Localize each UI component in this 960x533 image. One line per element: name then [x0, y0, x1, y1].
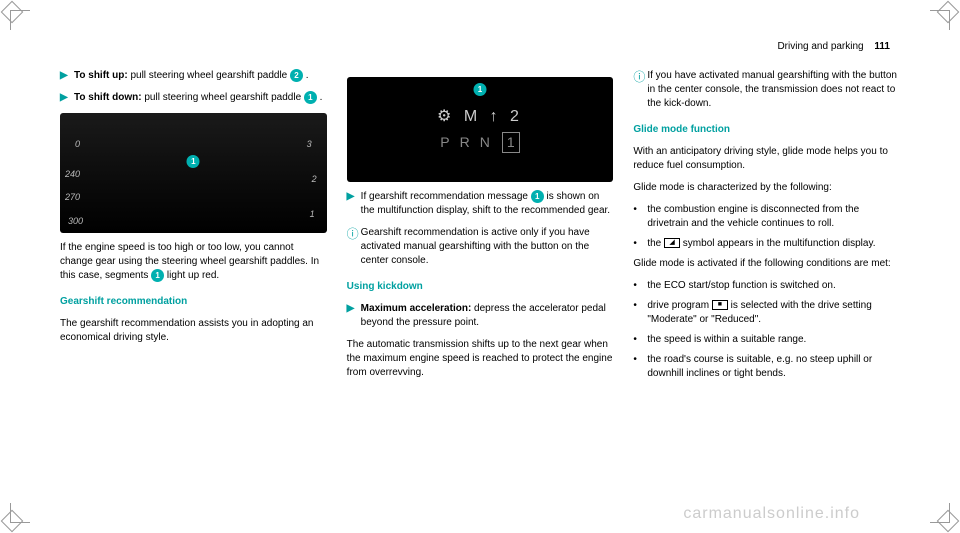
instruction: ▶ Maximum acceleration: depress the acce…	[347, 302, 614, 330]
heading-glide-mode: Glide mode function	[633, 123, 900, 137]
column-1: ▶ To shift up: pull steering wheel gears…	[60, 69, 327, 388]
instruction-text: If gearshift recommendation message 1 is…	[361, 190, 614, 218]
figure-badge: 1	[474, 83, 487, 96]
bullet: • the ECO start/stop function is switche…	[633, 279, 900, 293]
heading-gearshift-recommendation: Gearshift recommendation	[60, 295, 327, 309]
watermark: carmanualsonline.info	[683, 503, 860, 525]
column-2: 1 ⚙ M ↑ 2 PRN1 ▶ If gearshift recommenda…	[347, 69, 614, 388]
bullet-icon: •	[633, 237, 647, 251]
corner-marker	[10, 10, 30, 30]
label: To shift down:	[74, 92, 142, 103]
paragraph: The gearshift recommendation assists you…	[60, 317, 327, 345]
instruction: ▶ If gearshift recommendation message 1 …	[347, 190, 614, 218]
paragraph: With an anticipatory driving style, glid…	[633, 145, 900, 173]
info-note: ⓘ If you have activated manual gearshift…	[633, 69, 900, 111]
bullet: • the combustion engine is disconnected …	[633, 203, 900, 231]
instruction-shift-up: ▶ To shift up: pull steering wheel gears…	[60, 69, 327, 83]
triangle-icon: ▶	[60, 69, 74, 83]
gear-indicator: ⚙ M ↑ 2	[437, 106, 523, 128]
gear-selector: PRN1	[437, 132, 523, 154]
info-note: ⓘ Gearshift recommendation is active onl…	[347, 226, 614, 268]
figure-gear-display: 1 ⚙ M ↑ 2 PRN1	[347, 77, 614, 182]
badge-1: 1	[151, 269, 164, 282]
info-icon: ⓘ	[347, 226, 361, 268]
instruction-text: Maximum acceleration: depress the accele…	[361, 302, 614, 330]
figure-dashboard: 0 240 270 300 3 2 1 1	[60, 113, 327, 233]
corner-marker	[930, 503, 950, 523]
instruction-text: To shift up: pull steering wheel gearshi…	[74, 69, 327, 83]
bullet-icon: •	[633, 333, 647, 347]
info-text: If you have activated manual gearshiftin…	[647, 69, 900, 111]
label: To shift up:	[74, 70, 128, 81]
bullet: • the speed is within a suitable range.	[633, 333, 900, 347]
bullet-icon: •	[633, 203, 647, 231]
paragraph: If the engine speed is too high or too l…	[60, 241, 327, 283]
badge-2: 2	[290, 69, 303, 82]
corner-marker	[10, 503, 30, 523]
info-text: Gearshift recommendation is active only …	[361, 226, 614, 268]
corner-marker	[930, 10, 950, 30]
page-number: 111	[874, 41, 890, 52]
bullet-icon: •	[633, 353, 647, 381]
info-icon: ⓘ	[633, 69, 647, 111]
badge-1: 1	[304, 91, 317, 104]
bullet-icon: •	[633, 299, 647, 327]
figure-badge: 1	[187, 155, 200, 168]
bullet: • the ◢ symbol appears in the multifunct…	[633, 237, 900, 251]
page-header: Driving and parking 111	[60, 40, 900, 54]
triangle-icon: ▶	[347, 302, 361, 330]
heading-kickdown: Using kickdown	[347, 280, 614, 294]
bullet: • the road's course is suitable, e.g. no…	[633, 353, 900, 381]
drive-program-icon: ■	[712, 300, 728, 310]
bullet-icon: •	[633, 279, 647, 293]
bullet: • drive program ■ is selected with the d…	[633, 299, 900, 327]
glide-symbol-icon: ◢	[664, 238, 680, 248]
paragraph: The automatic transmission shifts up to …	[347, 338, 614, 380]
section-title: Driving and parking	[777, 41, 863, 52]
label: Maximum acceleration:	[361, 303, 472, 314]
instruction-text: To shift down: pull steering wheel gears…	[74, 91, 327, 105]
paragraph: Glide mode is characterized by the follo…	[633, 181, 900, 195]
triangle-icon: ▶	[347, 190, 361, 218]
badge-1: 1	[531, 190, 544, 203]
paragraph: Glide mode is activated if the following…	[633, 257, 900, 271]
instruction-shift-down: ▶ To shift down: pull steering wheel gea…	[60, 91, 327, 105]
column-3: ⓘ If you have activated manual gearshift…	[633, 69, 900, 388]
triangle-icon: ▶	[60, 91, 74, 105]
